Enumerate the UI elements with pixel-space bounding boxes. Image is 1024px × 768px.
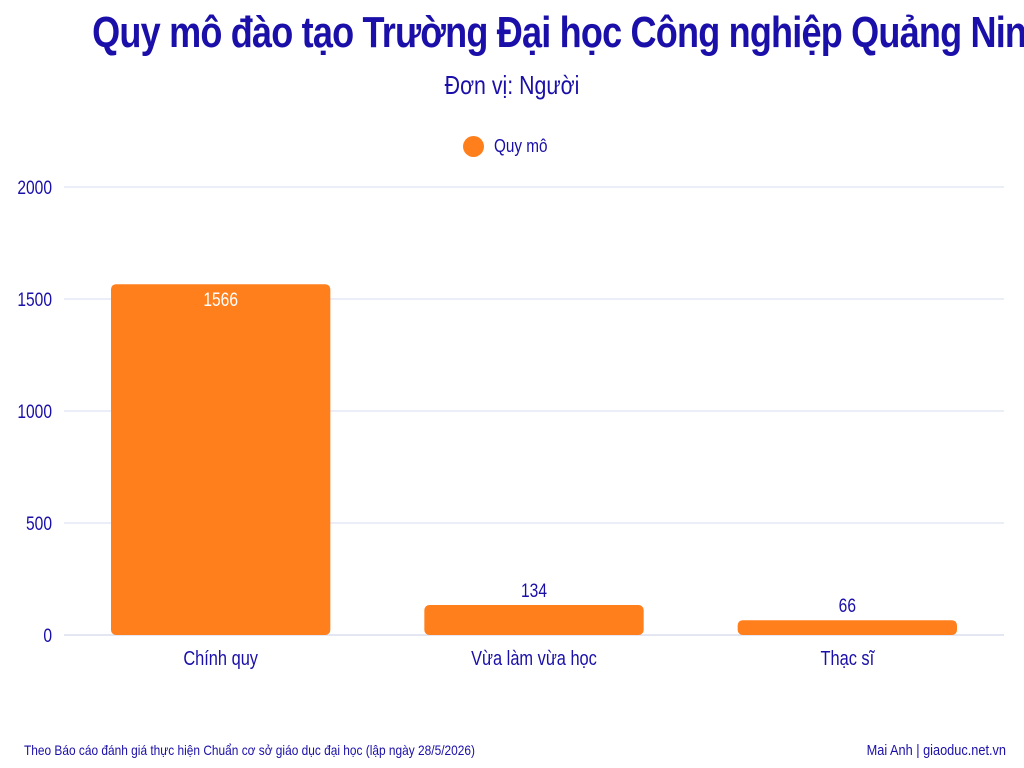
bar xyxy=(424,604,644,635)
y-tick-label: 1500 xyxy=(17,289,52,311)
data-label: 1566 xyxy=(203,289,238,311)
chart-subtitle: Đơn vị: Người xyxy=(444,70,580,100)
credit-note: Mai Anh | giaoduc.net.vn xyxy=(866,742,1006,759)
label-layer: 1566 Chính quy 134 Vừa làm vừa học 66 Thạc sĩ xyxy=(183,289,875,670)
x-tick-label: Vừa làm vừa học xyxy=(471,646,597,669)
x-tick-label: Chính quy xyxy=(183,646,258,669)
data-label: 134 xyxy=(521,579,547,601)
source-note: Theo Báo cáo đánh giá thực hiện Chuẩn cơ… xyxy=(24,742,475,758)
bar xyxy=(111,284,331,635)
legend-swatch-icon xyxy=(463,135,484,157)
bar xyxy=(737,620,957,635)
y-tick-label: 0 xyxy=(43,625,52,647)
legend: Quy mô xyxy=(463,134,557,158)
data-label: 66 xyxy=(839,595,856,617)
y-tick-label: 2000 xyxy=(17,177,52,199)
bar-layer xyxy=(111,284,957,635)
y-tick-label: 500 xyxy=(26,513,52,535)
chart-title: Quy mô đào tạo Trường Đại học Công nghiệ… xyxy=(92,8,1024,57)
legend-label: Quy mô xyxy=(494,135,548,156)
y-tick-label: 1000 xyxy=(17,401,52,423)
x-tick-label: Thạc sĩ xyxy=(820,646,875,669)
